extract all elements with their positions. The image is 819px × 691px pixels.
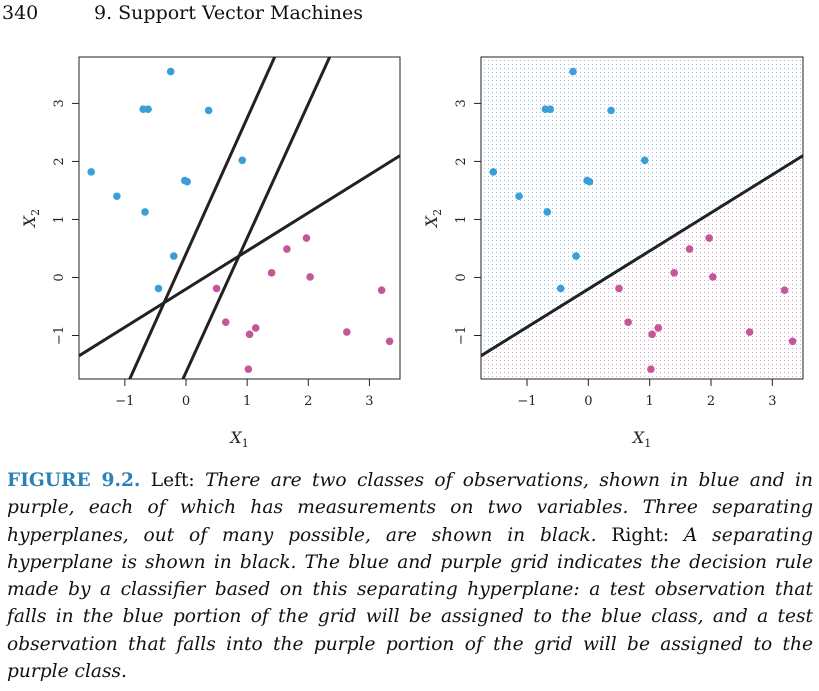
y-tick-label: 0	[52, 273, 67, 281]
page-number: 340	[2, 2, 39, 24]
y-axis-label: X2	[422, 209, 444, 229]
y-tick-label: 1	[52, 215, 67, 223]
y-tick-label: 1	[454, 215, 469, 223]
purple-point	[267, 269, 276, 277]
purple-point	[685, 245, 694, 253]
x-tick-label: −1	[517, 394, 536, 409]
purple-point	[624, 318, 632, 326]
purple-point	[705, 234, 713, 242]
blue-point	[154, 284, 163, 293]
caption-left-word: Left:	[150, 470, 195, 491]
purple-point	[212, 284, 221, 293]
left-panel: −1 0 1 2 3 −1 0 1 2 3 X1 X2	[20, 56, 401, 450]
purple-point	[244, 365, 253, 373]
x-tick-label: 0	[182, 394, 190, 409]
blue-point	[166, 67, 175, 76]
purple-point	[306, 273, 314, 281]
hyperplanes	[481, 154, 803, 358]
blue-region-grid	[484, 60, 801, 353]
separating-hyperplane	[128, 57, 277, 379]
blue-point	[141, 208, 149, 216]
purple-point	[648, 330, 656, 339]
y-axis-label: X2	[20, 209, 42, 229]
page-header: 340 9. Support Vector Machines	[0, 0, 819, 30]
purple-point	[654, 324, 663, 332]
y-tick-label: 2	[454, 157, 469, 165]
purple-point	[780, 286, 789, 295]
x-tick-label: −1	[115, 394, 134, 409]
running-head: 9. Support Vector Machines	[94, 2, 363, 24]
purple-point	[221, 318, 230, 326]
purple-point	[251, 324, 260, 332]
y-tick-label: 3	[454, 99, 469, 107]
right-panel: −1 0 1 2 3 −1 0 1 2 3 X1 X2	[422, 56, 804, 450]
x-axis-label: X1	[228, 428, 248, 450]
caption-right-word: Right:	[611, 524, 669, 546]
figure-caption: FIGURE 9.2. Left: There are two classes …	[7, 467, 813, 685]
x-tick-label: 1	[243, 394, 251, 409]
purple-point	[647, 365, 655, 373]
separating-hyperplane	[481, 154, 803, 358]
blue-point	[546, 105, 555, 114]
purple-region-grid	[484, 160, 801, 377]
figure: −1 0 1 2 3 −1 0 1 2 3 X1 X2 −1 0 1 2 3 −1 0 1 2 3 X1 X2	[20, 56, 804, 450]
caption-left-text: There are two classes of observations, s…	[7, 470, 813, 546]
hyperplanes	[79, 57, 400, 379]
purple-point	[377, 286, 386, 295]
blue-point	[204, 106, 213, 115]
y-tick-label: 3	[52, 99, 67, 107]
plot-frame	[78, 56, 401, 380]
plot-frame	[480, 56, 804, 380]
blue-point	[169, 252, 178, 260]
purple-point	[615, 284, 623, 293]
purple-point	[385, 337, 394, 346]
blue-point	[607, 106, 615, 115]
blue-point	[87, 168, 96, 176]
x-tick-label: 2	[707, 394, 715, 409]
blue-point	[640, 156, 649, 165]
purple-point	[709, 273, 717, 281]
blue-point	[183, 177, 192, 186]
x-tick-label: 0	[584, 394, 592, 409]
blue-point	[569, 67, 577, 76]
purple-point	[670, 269, 678, 277]
blue-point	[238, 156, 247, 165]
blue-point	[489, 168, 498, 176]
purple-point	[283, 245, 291, 253]
y-tick-label: 2	[52, 157, 67, 165]
purple-point	[302, 234, 311, 242]
y-tick-label: 0	[454, 273, 469, 281]
blue-point	[572, 252, 580, 260]
blue-point	[543, 208, 552, 216]
x-tick-label: 3	[365, 394, 373, 409]
decision-grid	[484, 60, 801, 377]
caption-right-text: A separating hyperplane is shown in blac…	[7, 524, 813, 683]
x-tick-label: 3	[768, 394, 776, 409]
purple-point	[788, 337, 797, 346]
figure-label: FIGURE 9.2.	[7, 470, 141, 491]
x-axis-label: X1	[631, 428, 651, 450]
y-tick-label: −1	[454, 326, 469, 345]
blue-point	[144, 105, 152, 114]
separating-hyperplane	[181, 57, 332, 379]
purple-point	[745, 328, 754, 336]
blue-point	[515, 192, 523, 201]
y-tick-label: −1	[52, 326, 67, 345]
x-tick-label: 1	[646, 394, 654, 409]
blue-point	[585, 177, 594, 186]
blue-point	[556, 284, 565, 293]
x-tick-label: 2	[304, 394, 312, 409]
purple-point	[245, 330, 254, 339]
blue-point	[113, 192, 121, 201]
purple-point	[343, 328, 351, 336]
